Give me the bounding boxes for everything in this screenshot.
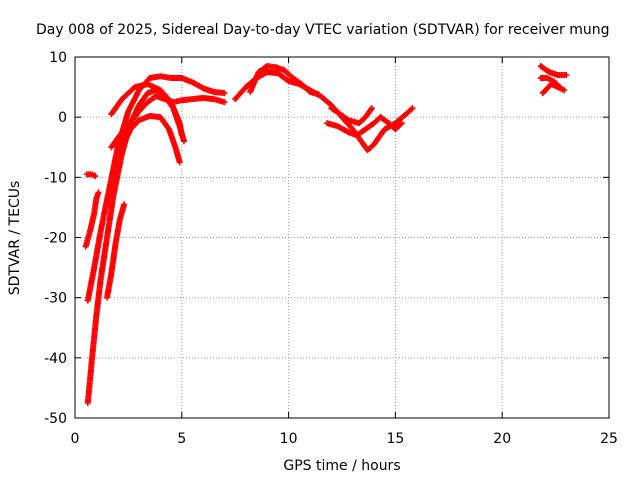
x-axis-label: GPS time / hours [283, 458, 400, 474]
x-tick-label: 5 [177, 431, 186, 447]
series-track-n [537, 75, 563, 91]
data-point [121, 201, 128, 208]
x-tick-label: 25 [600, 431, 618, 447]
data-point [221, 99, 228, 106]
data-point [178, 132, 185, 139]
data-point [409, 105, 416, 112]
series-track-d [84, 73, 228, 304]
data-point [563, 72, 570, 79]
y-tick-label: -50 [44, 411, 67, 427]
series-track-o [539, 81, 568, 97]
y-tick-label: -30 [44, 291, 67, 307]
series-track-i [232, 69, 416, 154]
data-point [176, 159, 183, 166]
data-point [398, 120, 405, 127]
y-axis-label: SDTVAR / TECUs [7, 181, 23, 296]
y-tick-label: -10 [44, 170, 67, 186]
series-track-j [247, 63, 322, 98]
series-track-g [108, 81, 185, 139]
x-tick-label: 20 [493, 431, 511, 447]
data-point [95, 189, 102, 196]
x-tick-label: 10 [280, 431, 298, 447]
data-point [368, 105, 375, 112]
y-tick-label: -20 [44, 231, 67, 247]
series-track-l [328, 105, 375, 127]
x-tick-label: 15 [386, 431, 404, 447]
series-track-b [83, 171, 99, 180]
series-track-m [537, 63, 570, 79]
grid-lines [75, 57, 609, 418]
chart-title: Day 008 of 2025, Sidereal Day-to-day VTE… [36, 22, 610, 38]
y-tick-label: 10 [49, 50, 67, 66]
x-tick-label: 0 [71, 431, 80, 447]
data-point [180, 138, 187, 145]
series-track-a [82, 189, 102, 250]
series-track-k [324, 114, 405, 139]
data-point [561, 87, 568, 94]
axis-ticks: 0 5 10 15 20 25 -50 -40 -30 -20 -10 0 10 [44, 50, 618, 447]
y-tick-label: -40 [44, 351, 67, 367]
data-point [315, 91, 322, 98]
y-tick-label: 0 [58, 110, 67, 126]
data-points [82, 63, 570, 406]
data-point [221, 90, 228, 97]
data-point [92, 173, 99, 180]
series-track-h [118, 112, 183, 166]
series-track-e [104, 201, 128, 301]
